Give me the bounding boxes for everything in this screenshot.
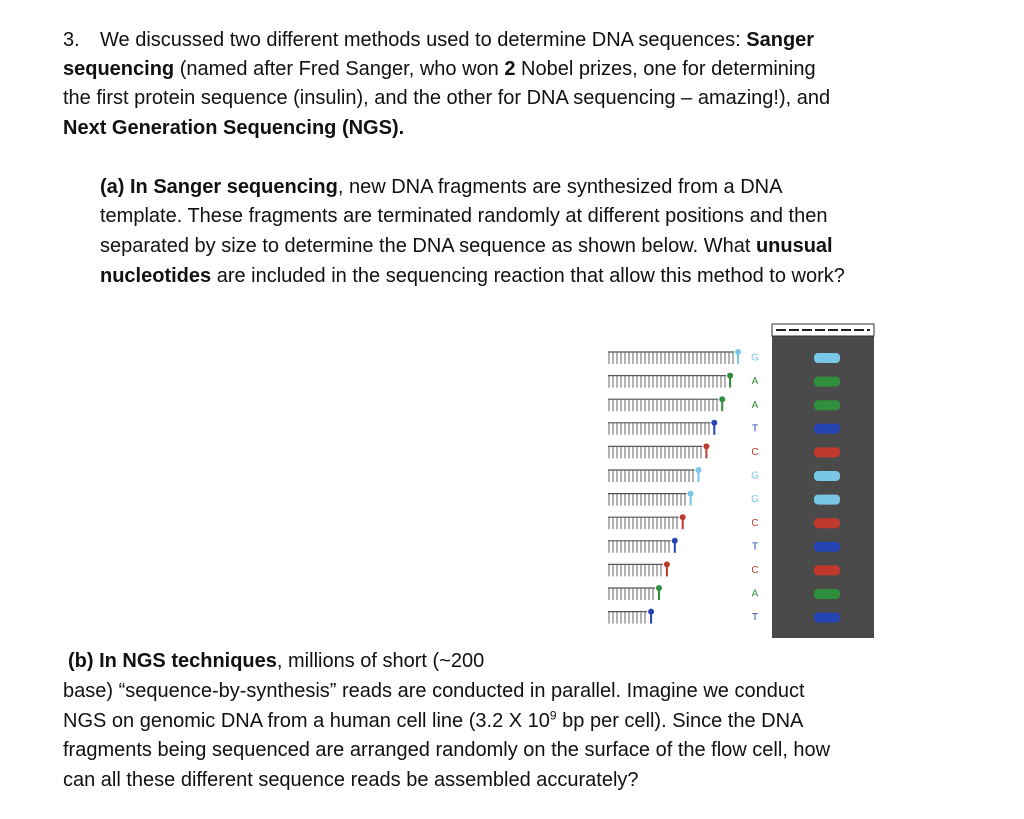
bold-text: sequencing <box>63 58 175 80</box>
bold-text: (b) In NGS techniques <box>68 650 277 672</box>
text-line: nucleotides are included in the sequenci… <box>100 264 845 288</box>
base-letter: A <box>752 376 759 387</box>
text-line: We discussed two different methods used … <box>100 28 814 52</box>
gel-band <box>814 353 840 363</box>
gel-band <box>814 376 840 387</box>
base-letter: G <box>751 353 759 364</box>
text: 9 <box>549 708 557 723</box>
text-line: sequencing (named after Fred Sanger, who… <box>63 57 816 81</box>
bold-text: Next Generation Sequencing (NGS). <box>63 117 405 139</box>
gel-band <box>814 541 840 552</box>
text-line: (b) In NGS techniques, millions of short… <box>68 649 484 673</box>
gel-band <box>814 423 840 434</box>
question-number: 3. <box>63 29 80 51</box>
gel-band <box>814 565 840 576</box>
base-letter: C <box>751 518 758 529</box>
text-line: NGS on genomic DNA from a human cell lin… <box>63 709 803 733</box>
text-line: the first protein sequence (insulin), an… <box>63 86 830 110</box>
text-line: template. These fragments are terminated… <box>100 204 827 228</box>
base-letter: A <box>752 400 759 411</box>
base-letter: C <box>751 565 758 576</box>
text-line: can all these different sequence reads b… <box>63 768 639 792</box>
gel-band <box>814 471 840 481</box>
text: base) “sequence-by-synthesis” reads are … <box>63 680 805 702</box>
text-line: (a) In Sanger sequencing, new DNA fragme… <box>100 175 782 199</box>
gel-band <box>814 589 840 599</box>
base-letter: T <box>752 541 758 552</box>
bold-text: nucleotides <box>100 265 212 287</box>
text: , new DNA fragments are synthesized from… <box>337 176 783 198</box>
text: the first protein sequence (insulin), an… <box>63 87 831 109</box>
text-line: base) “sequence-by-synthesis” reads are … <box>63 679 805 703</box>
gel-band <box>814 494 840 505</box>
bold-text: (a) In Sanger sequencing <box>100 176 338 198</box>
gel-band <box>814 518 840 529</box>
gel-band <box>814 400 840 411</box>
text: bp per cell). Since the DNA <box>556 710 804 732</box>
text: template. These fragments are terminated… <box>100 205 828 227</box>
text-line: fragments being sequenced are arranged r… <box>63 738 830 762</box>
bold-text: 2 <box>504 58 516 80</box>
bold-text: Sanger <box>746 29 815 51</box>
base-letter: G <box>751 494 759 505</box>
text: NGS on genomic DNA from a human cell lin… <box>63 710 550 732</box>
text: (named after Fred Sanger, who won <box>174 58 505 80</box>
text: separated by size to determine the DNA s… <box>100 235 756 257</box>
text: We discussed two different methods used … <box>100 29 747 51</box>
base-letter: T <box>752 423 758 434</box>
text: , millions of short (~200 <box>276 650 485 672</box>
text: can all these different sequence reads b… <box>63 769 639 791</box>
gel-band <box>814 612 840 623</box>
text-line: separated by size to determine the DNA s… <box>100 234 833 258</box>
text-line: Next Generation Sequencing (NGS). <box>63 116 404 140</box>
gel-band <box>814 447 840 458</box>
base-letter: T <box>752 612 758 623</box>
base-letter: A <box>752 589 759 600</box>
text: are included in the sequencing reaction … <box>211 265 845 287</box>
bold-text: unusual <box>755 235 833 257</box>
text: fragments being sequenced are arranged r… <box>63 739 831 761</box>
base-letter: C <box>751 447 758 458</box>
text: Nobel prizes, one for determining <box>515 58 816 80</box>
base-letter: G <box>751 471 759 482</box>
